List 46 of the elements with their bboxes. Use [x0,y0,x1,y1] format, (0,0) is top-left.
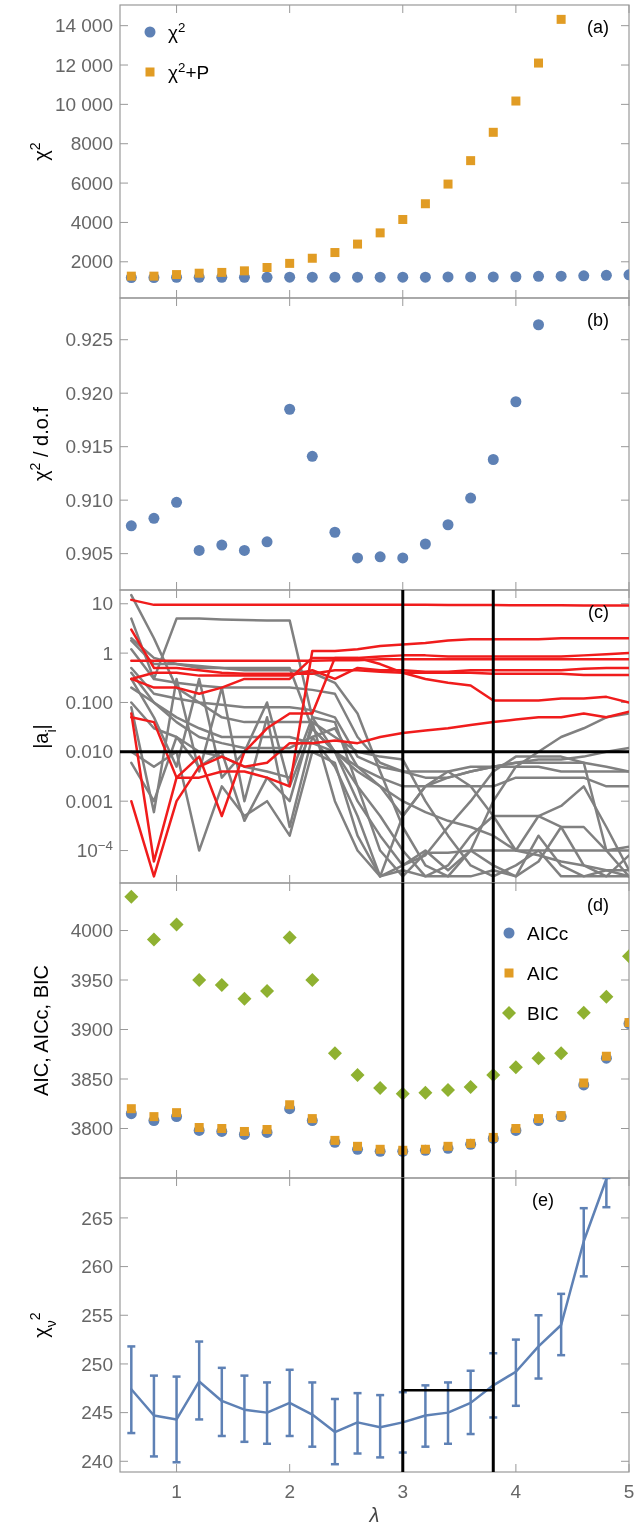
y-tick-label: 0.910 [65,489,113,511]
annotation: (b) [587,310,609,330]
y-tick-label: 10$^{−4}$ [76,837,113,862]
y-axis-title: AIC, AICc, BIC [30,964,52,1097]
legend-label: χ$^{2}$ [168,19,186,43]
y-tick-label: 10 [91,593,113,615]
y-tick-label: 0.915 [65,436,113,458]
y-tick-label: 0.100 [65,692,113,714]
y-tick-label: 255 [81,1304,113,1326]
y-tick-label: 2000 [70,251,113,273]
y-tick-label: 8000 [70,133,113,155]
y-tick-label: 245 [81,1402,113,1424]
y-tick-label: 10 000 [54,94,113,116]
y-tick-label: 265 [81,1207,113,1229]
y-tick-label: 240 [81,1450,113,1472]
annotation: (e) [532,1190,554,1210]
x-tick-label: 1 [171,1481,182,1502]
y-tick-label: 4000 [70,212,113,234]
x-tick-label: 3 [397,1481,409,1502]
legend-label: χ$^{2}$+P [168,59,210,83]
y-tick-label: 260 [81,1256,113,1278]
y-tick-label: 3850 [70,1068,113,1090]
y-tick-label: 0.010 [65,741,113,763]
y-tick-label: 1 [102,642,113,664]
x-tick-label: 5 [623,1481,635,1502]
annotation: (a) [587,17,609,37]
legend-label: AIC [527,963,559,984]
x-axis-title: λ [368,1504,380,1526]
y-tick-label: 250 [81,1353,113,1375]
y-tick-label: 0.925 [65,329,113,351]
legend-label: BIC [527,1003,559,1024]
legend-label: AICc [527,923,569,944]
y-tick-label: 3800 [70,1118,113,1140]
y-tick-label: 3900 [70,1019,113,1041]
y-tick-label: 0.920 [65,382,113,404]
x-tick-label: 2 [284,1481,295,1502]
y-tick-label: 0.001 [65,790,113,812]
y-tick-label: 6000 [70,172,113,194]
annotation: (c) [588,602,609,622]
y-tick-label: 4000 [70,920,113,942]
y-tick-label: 12 000 [54,54,113,76]
y-tick-label: 3950 [70,969,113,991]
annotation: (d) [587,895,609,915]
y-tick-label: 0.905 [65,543,113,565]
y-tick-label: 14 000 [54,15,113,37]
x-tick-label: 4 [510,1481,522,1502]
